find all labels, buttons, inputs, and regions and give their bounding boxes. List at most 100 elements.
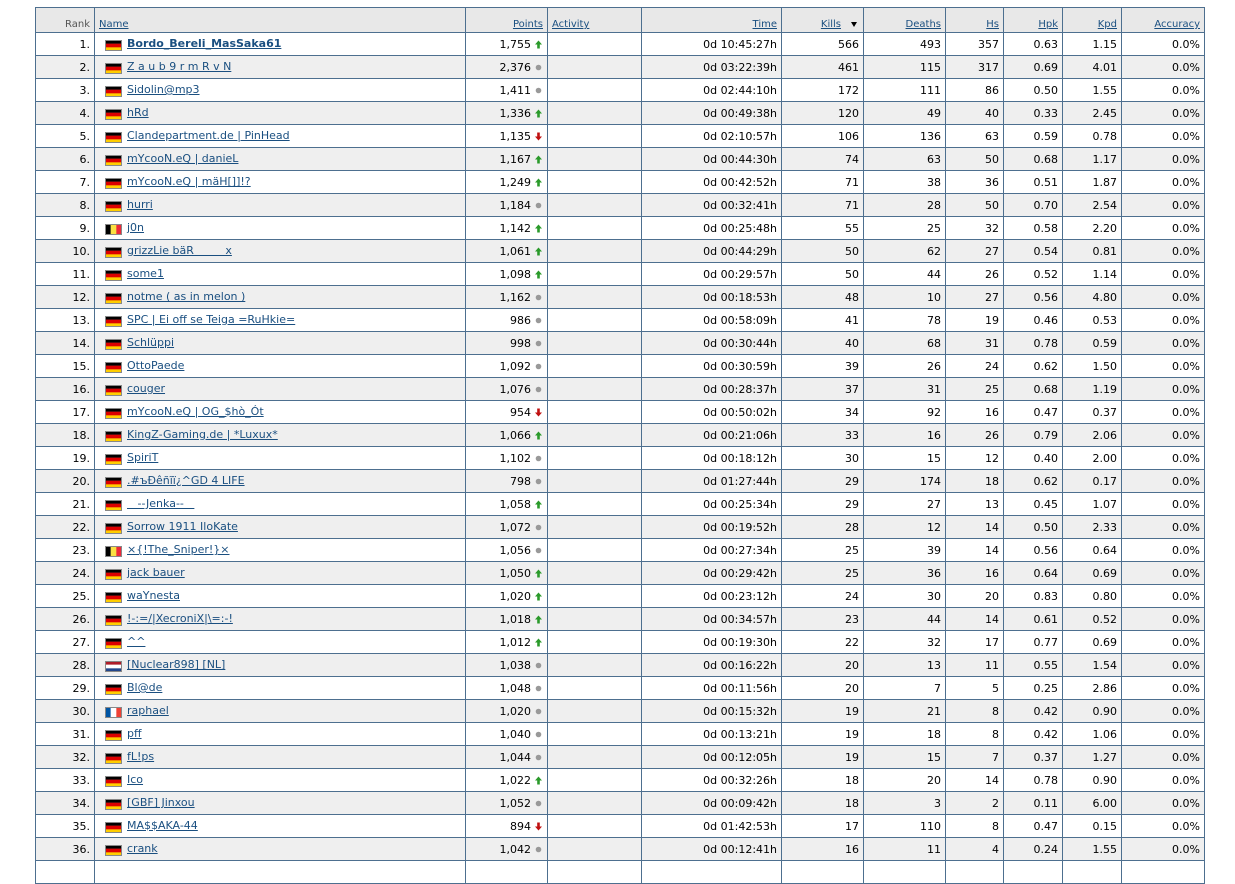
trend-icon: [535, 638, 542, 647]
player-link[interactable]: jack bauer: [127, 566, 185, 579]
player-link[interactable]: MA$$AKA-44: [127, 819, 198, 832]
player-link[interactable]: mYcooN.eQ | danieL: [127, 152, 239, 165]
player-link[interactable]: mYcooN.eQ | OG_$hò_Ót: [127, 405, 264, 418]
table-row: 36. crank 1,042 0d 00:12:41h 16 11 4 0.24 1.55 0.…: [35, 837, 1205, 861]
header-row: Rank Name Points Activity Time Kills Deaths Hs H…: [35, 7, 1205, 33]
rank-cell: 14.: [35, 331, 95, 355]
sort-link[interactable]: Accuracy: [1154, 19, 1200, 30]
flag-icon: [105, 293, 122, 305]
table-row: 18. KingZ-Gaming.de | *Luxux* 1,066 0d 00:2…: [35, 423, 1205, 447]
name-cell: Clandepartment.de | PinHead: [94, 124, 466, 148]
player-link[interactable]: fL!ps: [127, 750, 155, 763]
player-link[interactable]: OttoPaede: [127, 359, 185, 372]
rank-cell: 18.: [35, 423, 95, 447]
player-link[interactable]: Sorrow 1911 IloKate: [127, 520, 238, 533]
hpk-cell: 0.70: [1003, 193, 1063, 217]
kpd-cell: 1.27: [1062, 745, 1122, 769]
player-link[interactable]: Ico: [127, 773, 144, 786]
player-link[interactable]: hRd: [127, 106, 149, 119]
sort-link[interactable]: Activity: [552, 19, 590, 30]
player-link[interactable]: raphael: [127, 704, 169, 717]
points-cell: 1,040: [465, 722, 548, 746]
deaths-cell: 110: [863, 814, 946, 838]
table-row: 6. mYcooN.eQ | danieL 1,167 0d 00:44:30h 74 6…: [35, 147, 1205, 171]
accuracy-cell: 0.0%: [1121, 722, 1205, 746]
points-cell: 1,018: [465, 607, 548, 631]
hpk-cell: 0.55: [1003, 653, 1063, 677]
activity-cell: [547, 262, 642, 286]
trend-icon: [535, 822, 542, 831]
kills-cell: 48: [781, 285, 864, 309]
player-link[interactable]: pff: [127, 727, 142, 740]
flag-icon: [105, 684, 122, 696]
sort-link[interactable]: Kpd: [1097, 19, 1117, 30]
player-link[interactable]: [GBF] Jinxou: [127, 796, 195, 809]
sort-link[interactable]: Points: [512, 19, 543, 30]
rank-cell: 31.: [35, 722, 95, 746]
rank-cell: 32.: [35, 745, 95, 769]
player-link[interactable]: mYcooN.eQ | mäH[]]!?: [127, 175, 251, 188]
trend-icon: [535, 547, 542, 554]
player-link[interactable]: Sidolin@mp3: [127, 83, 200, 96]
table-row: 33. Ico 1,022 0d 00:32:26h 18 20 14 0.78 0.90 0.0…: [35, 768, 1205, 792]
activity-cell: [547, 78, 642, 102]
player-link[interactable]: Bl@de: [127, 681, 163, 694]
sort-link[interactable]: Hs: [986, 19, 999, 30]
player-link[interactable]: ^^: [127, 635, 146, 648]
sort-link[interactable]: Hpk: [1038, 19, 1058, 30]
player-link[interactable]: j0n: [127, 221, 145, 234]
accuracy-cell: 0.0%: [1121, 308, 1205, 332]
player-link[interactable]: crank: [127, 842, 158, 855]
rank-cell: 35.: [35, 814, 95, 838]
player-link[interactable]: grizzLie bäR x: [127, 244, 232, 257]
player-link[interactable]: [Nuclear898] [NL]: [127, 658, 226, 671]
kills-cell: 34: [781, 400, 864, 424]
activity-cell: [547, 308, 642, 332]
player-link[interactable]: some1: [127, 267, 164, 280]
player-link[interactable]: --Jenka--: [127, 497, 195, 510]
kpd-cell: 0.69: [1062, 630, 1122, 654]
points-value: 1,042: [499, 842, 532, 856]
points-value: 1,052: [499, 796, 532, 810]
deaths-cell: 16: [863, 423, 946, 447]
points-cell: 1,022: [465, 768, 548, 792]
points-cell: 1,092: [465, 354, 548, 378]
player-link[interactable]: hurri: [127, 198, 153, 211]
player-link[interactable]: couger: [127, 382, 166, 395]
kills-cell: 18: [781, 768, 864, 792]
time-cell: 0d 00:18:53h: [641, 285, 782, 309]
kills-cell: 74: [781, 147, 864, 171]
name-cell: jack bauer: [94, 561, 466, 585]
time-cell: 0d 00:16:22h: [641, 653, 782, 677]
player-link[interactable]: !-:=/|XecroniX|\=:-!: [127, 612, 233, 625]
time-cell: 0d 00:12:05h: [641, 745, 782, 769]
hs-cell: 18: [945, 469, 1004, 493]
player-link[interactable]: Clandepartment.de | PinHead: [127, 129, 290, 142]
sort-link[interactable]: Time: [752, 19, 777, 30]
sort-link[interactable]: Kills: [820, 19, 841, 30]
sort-link[interactable]: Deaths: [905, 19, 941, 30]
kpd-cell: 0.52: [1062, 607, 1122, 631]
table-row: 3. Sidolin@mp3 1,411 0d 02:44:10h 172 111 86 0.…: [35, 78, 1205, 102]
hs-cell: 27: [945, 285, 1004, 309]
player-link[interactable]: KingZ-Gaming.de | *Luxux*: [127, 428, 278, 441]
player-link[interactable]: SpiriT: [127, 451, 159, 464]
player-link[interactable]: .#ъÐêñĩï¿^GD 4 LIFE: [127, 474, 245, 487]
player-link[interactable]: Bordo_Bereli_MasSaka61: [127, 37, 282, 50]
player-link[interactable]: Schlüppi: [127, 336, 175, 349]
player-link[interactable]: waYnesta: [127, 589, 180, 602]
activity-cell: [547, 423, 642, 447]
accuracy-cell: 0.0%: [1121, 193, 1205, 217]
table-row: 9. j0n 1,142 0d 00:25:48h 55 25 32 0.58 2.20 0.0%: [35, 216, 1205, 240]
points-cell: 1,058: [465, 492, 548, 516]
trend-icon: [535, 431, 542, 440]
activity-cell: [547, 699, 642, 723]
kills-cell: 50: [781, 262, 864, 286]
sort-link[interactable]: Name: [99, 19, 129, 30]
player-link[interactable]: notme ( as in melon ): [127, 290, 246, 303]
player-link[interactable]: SPC | Ei off se Teiga =RuHkie=: [127, 313, 296, 326]
player-link[interactable]: Z a u b 9 r m R v N: [127, 60, 232, 73]
activity-cell: [547, 768, 642, 792]
points-cell: 1,135: [465, 124, 548, 148]
player-link[interactable]: ×{!The_Sniper!}×: [127, 543, 230, 556]
